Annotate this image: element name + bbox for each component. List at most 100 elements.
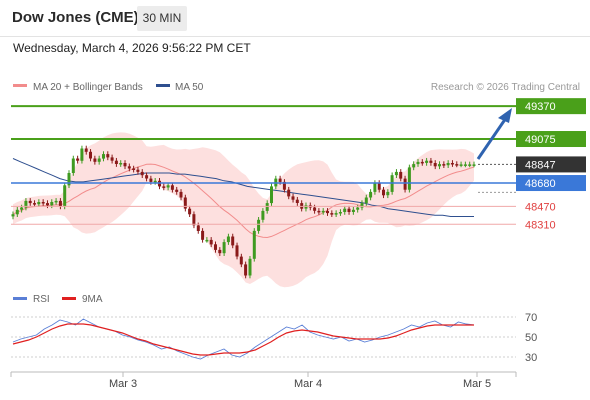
rsi-axis-label-30: 30 bbox=[525, 352, 537, 364]
rsi-legend: RSI 9MA bbox=[13, 294, 103, 305]
candle-body bbox=[132, 168, 136, 170]
candle-body bbox=[407, 167, 411, 190]
candle-body bbox=[89, 151, 92, 159]
candle-body bbox=[93, 158, 97, 162]
candle-body bbox=[343, 208, 347, 212]
candle-body bbox=[403, 178, 407, 190]
candle-body bbox=[175, 189, 179, 192]
candle-body bbox=[347, 208, 351, 212]
candle-body bbox=[46, 203, 49, 206]
ma20-line bbox=[12, 163, 475, 239]
candle-body bbox=[41, 202, 45, 204]
candle-body bbox=[463, 164, 467, 166]
ma50-swatch bbox=[156, 84, 170, 87]
candle-body bbox=[76, 158, 80, 161]
x-label-mar3: Mar 3 bbox=[109, 378, 137, 390]
candle-body bbox=[97, 158, 101, 162]
candle-body bbox=[153, 180, 157, 183]
candle-body bbox=[321, 210, 325, 213]
rsi-axis-label-70: 70 bbox=[525, 312, 537, 324]
candle-body bbox=[188, 208, 192, 215]
candle-body bbox=[450, 163, 454, 165]
candle-body bbox=[20, 207, 24, 210]
ma50-legend-label: MA 50 bbox=[175, 82, 204, 93]
candle-body bbox=[429, 160, 433, 163]
candle-body bbox=[300, 203, 304, 209]
candle-body bbox=[257, 219, 261, 231]
candle-body bbox=[179, 191, 183, 198]
candle-body bbox=[338, 212, 342, 214]
candle-body bbox=[282, 181, 286, 190]
forecast-arrow bbox=[476, 108, 512, 160]
candle-body bbox=[420, 161, 424, 164]
candle-body bbox=[287, 189, 291, 197]
price-panel bbox=[11, 132, 476, 288]
header-divider bbox=[0, 36, 590, 37]
candle-body bbox=[50, 202, 54, 206]
forecast-arrow-shaft bbox=[476, 117, 508, 160]
resistance-tag-49075 bbox=[516, 131, 586, 148]
candle-body bbox=[28, 200, 32, 204]
candle-body bbox=[201, 230, 205, 240]
candle-body bbox=[442, 164, 446, 166]
resistance-tag-text-49370: 49370 bbox=[525, 101, 556, 113]
candle-body bbox=[80, 148, 84, 161]
candle-body bbox=[54, 200, 58, 203]
candle-body bbox=[162, 186, 166, 188]
candle-body bbox=[106, 154, 110, 158]
candle-body bbox=[278, 178, 282, 182]
candle-body bbox=[136, 169, 140, 172]
rsi-swatch bbox=[13, 297, 27, 300]
candle-body bbox=[244, 264, 248, 276]
candle-body bbox=[15, 209, 19, 215]
candle-body bbox=[218, 249, 222, 254]
timeframe-button[interactable]: 30 MIN bbox=[137, 6, 187, 31]
credit-text: Research © 2026 Trading Central bbox=[431, 82, 580, 93]
candle-body bbox=[205, 239, 209, 242]
ma20-legend-label: MA 20 + Bollinger Bands bbox=[33, 82, 143, 93]
support-label-48470: 48470 bbox=[525, 201, 556, 213]
candle-body bbox=[360, 203, 364, 208]
candle-body bbox=[214, 244, 217, 250]
candle-body bbox=[33, 203, 36, 205]
candle-body bbox=[459, 164, 463, 166]
candle-body bbox=[123, 163, 127, 167]
candle-body bbox=[446, 163, 450, 166]
candle-body bbox=[399, 171, 403, 179]
candle-body bbox=[119, 163, 123, 165]
candle-body bbox=[468, 164, 472, 166]
candle-body bbox=[127, 166, 131, 169]
candle-body bbox=[252, 230, 256, 259]
rsi-axis-label-50: 50 bbox=[525, 332, 537, 344]
candle-body bbox=[149, 178, 153, 182]
levels-layer: 49370 49075 48847 48680 48470 48310 bbox=[11, 98, 586, 231]
candle-body bbox=[351, 209, 355, 212]
candle-body bbox=[222, 242, 226, 254]
resistance-tag-49370 bbox=[516, 98, 586, 115]
current-price-text: 48847 bbox=[525, 159, 556, 171]
candle-body bbox=[102, 154, 105, 159]
candle-body bbox=[261, 210, 265, 220]
pivot-tag bbox=[516, 175, 586, 192]
candle-body bbox=[209, 239, 213, 245]
candle-body bbox=[231, 236, 235, 246]
ma9-legend-label: 9MA bbox=[82, 294, 103, 305]
candle-body bbox=[455, 164, 459, 166]
candle-body bbox=[438, 164, 441, 167]
candle-body bbox=[364, 197, 368, 204]
x-label-mar4: Mar 4 bbox=[294, 378, 322, 390]
candle-body bbox=[291, 196, 295, 200]
rsi-ma9-line bbox=[12, 323, 474, 356]
candle-body bbox=[330, 213, 334, 215]
candle-body bbox=[84, 148, 88, 152]
candle-body bbox=[295, 199, 299, 203]
candle-body bbox=[196, 225, 200, 231]
candle-body bbox=[248, 258, 252, 276]
x-label-mar5: Mar 5 bbox=[463, 378, 491, 390]
candle-body bbox=[425, 160, 429, 163]
candle-body bbox=[313, 207, 317, 211]
ma20-swatch bbox=[13, 84, 27, 87]
candle-body bbox=[114, 160, 118, 164]
candle-body bbox=[412, 164, 416, 168]
